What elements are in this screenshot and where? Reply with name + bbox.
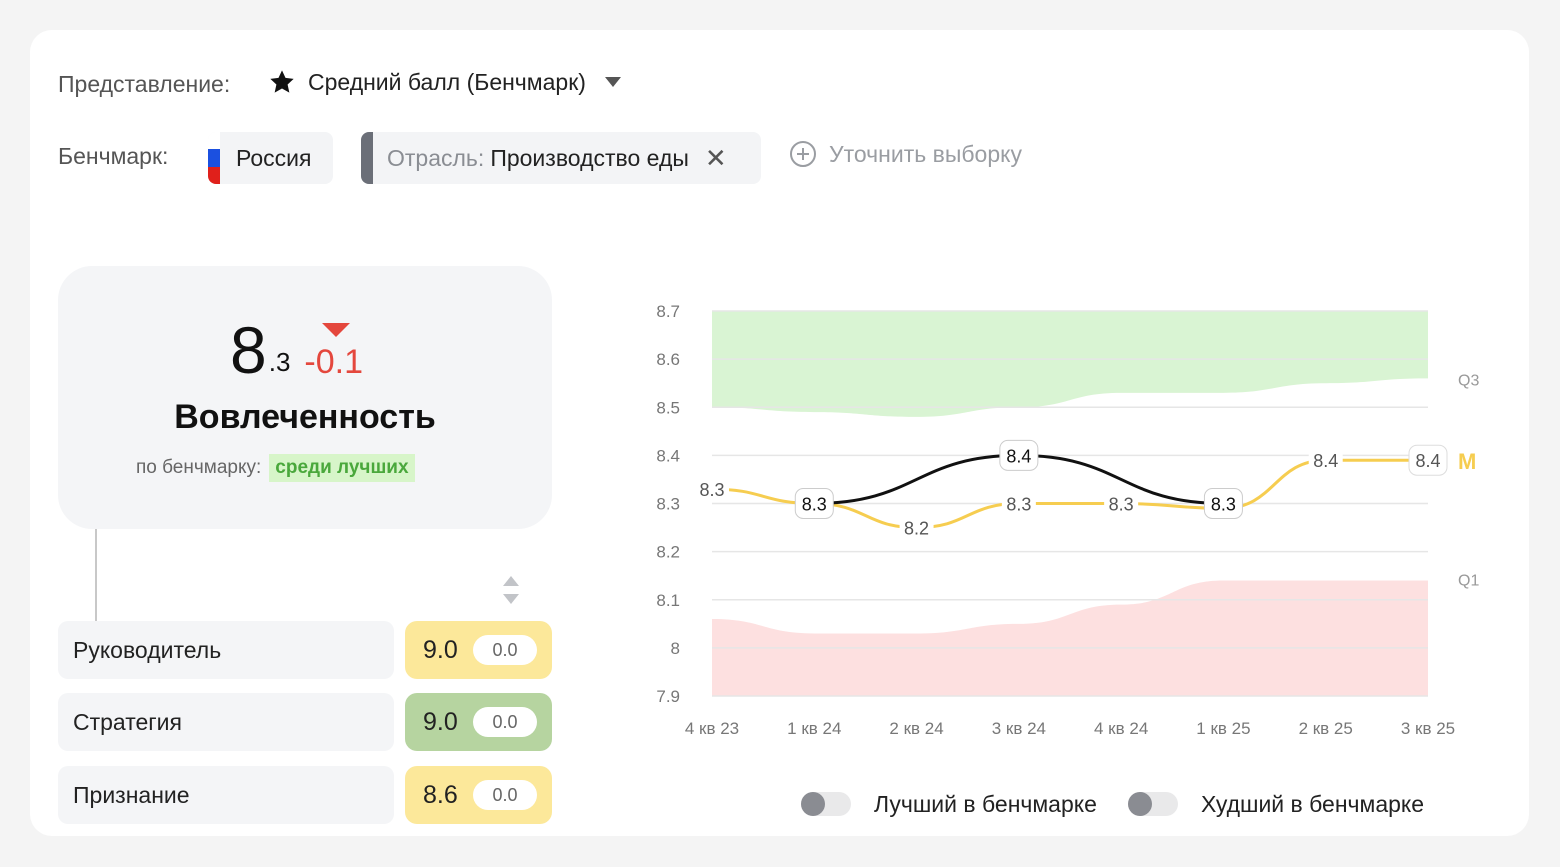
benchmark-data-label: 8.4 (1415, 451, 1440, 471)
country-chip[interactable]: Россия (208, 132, 333, 184)
y-tick-label: 8.2 (656, 543, 680, 562)
y-tick-label: 8 (671, 639, 680, 658)
median-label: M (1458, 449, 1476, 474)
x-tick-label: 1 кв 24 (787, 719, 841, 738)
tree-connector (95, 529, 97, 621)
x-tick-label: 2 кв 24 (889, 719, 943, 738)
sort-icon[interactable] (501, 574, 521, 606)
top-quartile-band (712, 311, 1428, 417)
industry-chip-value: Производство еды (490, 144, 689, 171)
score-delta: -0.1 (304, 323, 363, 382)
x-tick-label: 2 кв 25 (1299, 719, 1353, 738)
industry-chip-key: Отрасль: (387, 144, 485, 171)
view-select-value: Средний балл (Бенчмарк) (308, 68, 586, 95)
plus-circle-icon (790, 141, 816, 167)
data-label-box (999, 439, 1039, 471)
y-tick-label: 8.1 (656, 591, 680, 610)
factor-row-manager[interactable]: Руководитель (58, 621, 394, 679)
benchmark-data-label: 8.3 (699, 480, 724, 500)
y-tick-label: 8.5 (656, 398, 680, 417)
refine-selection-label: Уточнить выборку (829, 140, 1022, 167)
q1-label: Q1 (1458, 573, 1479, 590)
toggle-knob (1128, 792, 1152, 816)
star-icon (270, 70, 294, 93)
factor-score-strategy[interactable]: 9.0 0.0 (405, 693, 552, 751)
data-label-bg (1001, 492, 1036, 515)
score-fraction: .3 (268, 347, 291, 377)
x-tick-label: 1 кв 25 (1196, 719, 1250, 738)
data-label-bg (899, 516, 934, 539)
factor-score: 9.0 (423, 707, 458, 736)
y-tick-label: 7.9 (656, 687, 680, 706)
factor-label: Руководитель (73, 636, 222, 663)
benchmark-label: Бенчмарк: (58, 143, 169, 169)
engagement-score-card[interactable]: 8 .3 -0.1 Вовлеченность по бенчмарку: ср… (58, 266, 552, 529)
q3-label: Q3 (1458, 372, 1479, 389)
x-tick-label: 3 кв 24 (992, 719, 1046, 738)
trend-chart: 8.7 8.6 8.5 8.4 8.3 8.2 8.1 8 7.9 4 кв 23 1 кв 24 2… (656, 302, 1479, 738)
data-label-box (1408, 444, 1448, 476)
x-tick-label: 4 кв 24 (1094, 719, 1148, 738)
score-value: 8 .3 -0.1 (230, 310, 363, 387)
benchmark-data-label: 8.4 (1313, 451, 1338, 471)
factor-label: Стратегия (73, 708, 182, 735)
y-tick-label: 8.7 (656, 302, 680, 321)
company-data-label: 8.3 (1211, 495, 1236, 515)
y-tick-label: 8.4 (656, 446, 680, 465)
y-tick-label: 8.6 (656, 350, 680, 369)
chevron-down-icon (604, 77, 621, 87)
status-badge: среди лучших (269, 454, 415, 482)
factor-score: 9.0 (423, 635, 458, 664)
company-data-label: 8.4 (1006, 446, 1031, 466)
bottom-quartile-band (712, 580, 1428, 696)
data-label-bg (1104, 492, 1139, 515)
refine-selection-button[interactable]: Уточнить выборку (789, 140, 1022, 168)
factor-score: 8.6 (423, 780, 458, 809)
benchmark-data-label: 8.3 (1109, 495, 1134, 515)
benchmark-data-label: 8.3 (1006, 495, 1031, 515)
industry-marker (361, 132, 373, 184)
factor-score-manager[interactable]: 9.0 0.0 (405, 621, 552, 679)
data-label-bg (1308, 449, 1343, 472)
view-label: Представление: (58, 71, 231, 97)
view-select[interactable]: Средний балл (Бенчмарк) (268, 68, 622, 96)
score-delta-value: -0.1 (304, 343, 363, 381)
data-label-bg (695, 478, 729, 501)
worst-in-benchmark-toggle[interactable] (1128, 792, 1178, 816)
score-title: Вовлеченность (174, 398, 436, 436)
factor-row-recognition[interactable]: Признание (58, 766, 394, 824)
factor-score-recognition[interactable]: 8.6 0.0 (405, 766, 552, 824)
country-chip-label: Россия (236, 144, 312, 171)
x-tick-label: 4 кв 23 (685, 719, 739, 738)
factor-row-strategy[interactable]: Стратегия (58, 693, 394, 751)
triangle-down-icon (322, 323, 351, 337)
close-icon[interactable]: ✕ (704, 143, 727, 173)
benchmark-line (711, 458, 1428, 530)
russia-flag-icon (208, 132, 220, 184)
data-label-box (794, 488, 834, 519)
company-data-label: 8.3 (802, 495, 827, 515)
benchmark-status-label: по бенчмарку: (136, 457, 262, 478)
factor-label: Признание (73, 781, 190, 808)
factor-delta: 0.0 (473, 780, 537, 810)
best-in-benchmark-toggle[interactable] (801, 792, 851, 816)
toggle-knob (801, 792, 825, 816)
y-tick-label: 8.3 (656, 495, 680, 514)
x-tick-label: 3 кв 25 (1401, 719, 1455, 738)
factor-delta: 0.0 (473, 707, 537, 737)
factor-delta: 0.0 (473, 635, 537, 665)
benchmark-status: по бенчмарку: среди лучших (136, 454, 415, 482)
data-label-box (1203, 488, 1243, 519)
score-integer: 8 (230, 313, 267, 387)
industry-chip[interactable]: Отрасль: Производство еды ✕ (361, 132, 761, 184)
best-in-benchmark-label: Лучший в бенчмарке (874, 791, 1097, 817)
worst-in-benchmark-label: Худший в бенчмарке (1201, 791, 1425, 817)
benchmark-data-label: 8.2 (904, 519, 929, 539)
